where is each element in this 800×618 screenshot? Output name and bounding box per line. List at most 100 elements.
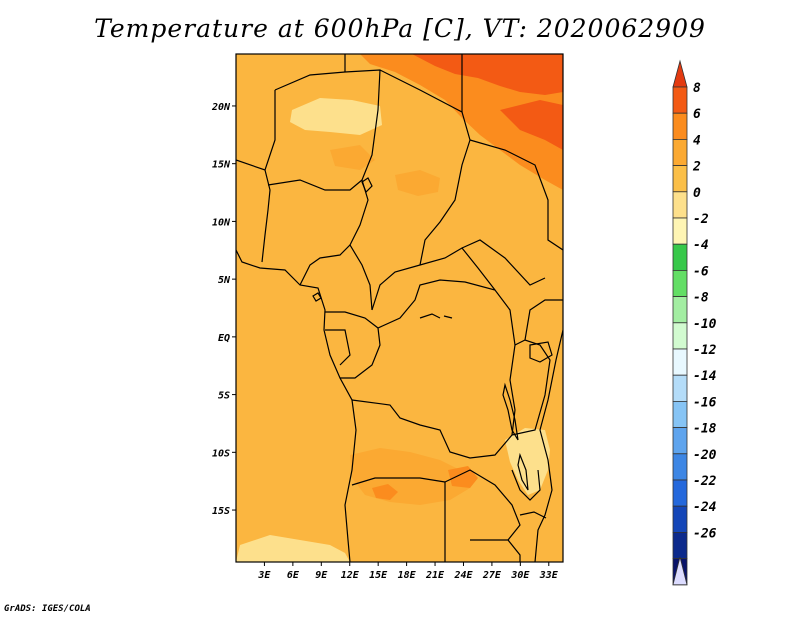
border-car bbox=[371, 247, 496, 311]
border-sahel bbox=[236, 90, 276, 171]
cool-patch-sahel bbox=[290, 98, 382, 135]
colorbar-label: 6 bbox=[693, 107, 701, 122]
lon-tick-label: 27E bbox=[482, 570, 502, 581]
country-borders bbox=[236, 54, 563, 562]
lat-tick-label: 15N bbox=[212, 160, 231, 171]
lat-tick-label: 5N bbox=[218, 275, 231, 286]
island-bioko bbox=[312, 292, 322, 302]
lat-tick-label: EQ bbox=[218, 333, 230, 344]
border-botswana bbox=[470, 539, 521, 562]
colorbar-box bbox=[672, 243, 688, 271]
colorbar-box bbox=[672, 269, 688, 297]
colorbar-label: -14 bbox=[693, 369, 717, 384]
colorbar-top-triangle bbox=[672, 59, 688, 88]
colorbar-label: -4 bbox=[693, 238, 709, 253]
colorbar-label: -24 bbox=[693, 500, 717, 515]
colorbar-box bbox=[672, 296, 688, 324]
border-nigeria bbox=[261, 169, 271, 263]
lon-tick-label: 24E bbox=[453, 570, 473, 581]
colorbar-label: -6 bbox=[693, 264, 709, 279]
river-congo-2 bbox=[443, 315, 453, 319]
colorbar-box bbox=[672, 427, 688, 455]
lon-tick-label: 12E bbox=[341, 570, 360, 581]
colorbar-label: 0 bbox=[693, 186, 701, 201]
chart-title: Temperature at 600hPa [C], VT: 202006290… bbox=[94, 14, 706, 43]
colorbar-bottom-triangle bbox=[672, 556, 688, 586]
lat-tick-label: 10S bbox=[212, 448, 230, 459]
border-uganda-kenya bbox=[524, 299, 563, 341]
lat-tick-label: 15S bbox=[212, 506, 230, 517]
lon-tick-label: 3E bbox=[257, 570, 271, 581]
longitude-axis: 3E 6E 9E 12E 15E 18E 21E 24E 27E 30E 33E bbox=[257, 562, 559, 581]
lon-tick-label: 33E bbox=[539, 570, 559, 581]
colorbar-label: -20 bbox=[693, 448, 717, 463]
colorbar-box bbox=[672, 505, 688, 533]
colorbar-label: -12 bbox=[693, 343, 717, 358]
temperature-field bbox=[236, 54, 563, 562]
colorbar-box bbox=[672, 191, 688, 219]
border-ethiopia bbox=[469, 139, 563, 251]
border-malawi bbox=[511, 469, 541, 501]
river-congo-1 bbox=[419, 313, 441, 319]
colorbar-label: 4 bbox=[693, 133, 701, 148]
lat-tick-label: 5S bbox=[218, 391, 230, 402]
lon-tick-label: 21E bbox=[425, 570, 445, 581]
lon-tick-label: 6E bbox=[287, 570, 300, 581]
lon-tick-label: 18E bbox=[398, 570, 417, 581]
cool-patch-sw bbox=[236, 535, 350, 562]
warm-region-6c-east bbox=[500, 100, 563, 150]
colorbar-box bbox=[672, 217, 688, 245]
warm-patch-chad bbox=[330, 145, 375, 170]
colorbar-label: -10 bbox=[693, 317, 717, 332]
coastline-east bbox=[534, 329, 563, 562]
colorbar-box bbox=[672, 112, 688, 140]
warm-region-6c bbox=[412, 54, 563, 95]
lake-kariba bbox=[519, 511, 547, 519]
colorbar-label: -22 bbox=[693, 474, 717, 489]
lat-tick-label: 20N bbox=[211, 102, 231, 113]
colorbar-label: -8 bbox=[693, 291, 709, 306]
border-south-sudan bbox=[461, 239, 546, 286]
border-gabon bbox=[325, 329, 351, 366]
colorbar-box bbox=[672, 374, 688, 402]
border-drc bbox=[377, 279, 516, 436]
lat-tick-label: 10N bbox=[212, 217, 231, 228]
colorbar-box bbox=[672, 400, 688, 428]
border-cameroon bbox=[299, 244, 373, 311]
colorbar-box bbox=[672, 165, 688, 193]
colorbar-box bbox=[672, 479, 688, 507]
colorbar-label: -26 bbox=[693, 526, 717, 541]
lake-malawi bbox=[517, 452, 529, 491]
border-nigeria-cam bbox=[267, 179, 363, 191]
lake-victoria bbox=[529, 341, 553, 363]
warm-patch-center bbox=[395, 170, 440, 196]
warm-patch-zambia bbox=[448, 466, 478, 488]
colorbar bbox=[672, 59, 688, 586]
coastline-west bbox=[236, 249, 357, 562]
warm-patch-kalahari bbox=[372, 484, 398, 500]
border-angola bbox=[351, 399, 513, 459]
colorbar-box bbox=[672, 86, 688, 114]
colorbar-labels: 8 6 4 2 0 -2 -4 -6 -8 -10 -12 -14 -16 -18 -20 -22 -24 -26 bbox=[692, 81, 717, 541]
colorbar-box bbox=[672, 532, 688, 560]
lon-tick-label: 15E bbox=[369, 570, 388, 581]
colorbar-label: 2 bbox=[692, 160, 701, 175]
colorbar-label: 8 bbox=[693, 81, 701, 96]
map-frame bbox=[235, 53, 564, 563]
border-congo bbox=[325, 311, 381, 379]
colorbar-label: -18 bbox=[693, 422, 717, 437]
colorbar-box bbox=[672, 348, 688, 376]
lon-tick-label: 30E bbox=[510, 570, 530, 581]
lake-chad bbox=[361, 177, 373, 194]
colorbar-box bbox=[672, 453, 688, 481]
border-angola-south bbox=[351, 477, 446, 486]
lake-tanganyika bbox=[502, 382, 519, 441]
colorbar-label: -16 bbox=[693, 395, 717, 410]
colorbar-box bbox=[672, 138, 688, 166]
colorbar-label: -2 bbox=[693, 212, 709, 227]
grads-credit: GrADS: IGES/COLA bbox=[4, 604, 91, 614]
latitude-axis: 20N 15N 10N 5N EQ 5S 10S 15S bbox=[211, 102, 236, 517]
border-zambia bbox=[444, 469, 521, 541]
lon-tick-label: 9E bbox=[315, 570, 328, 581]
